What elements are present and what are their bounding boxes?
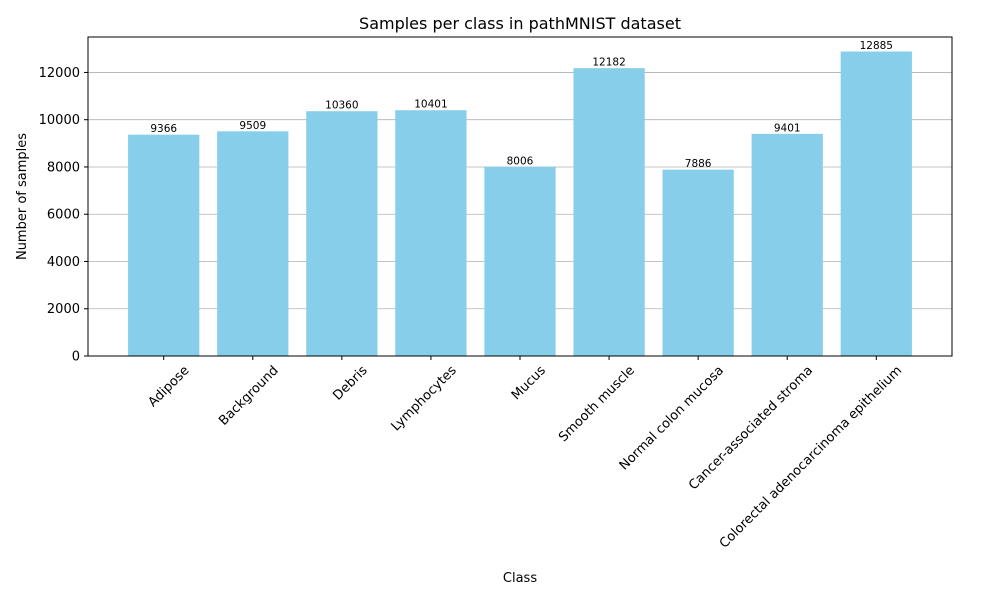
bar bbox=[217, 131, 289, 356]
bar-value-label: 12885 bbox=[860, 40, 893, 52]
x-axis: Adipose Background Debris Lymphocytes Mucus S… bbox=[146, 356, 905, 551]
x-tick-label: Lymphocytes bbox=[389, 363, 460, 434]
bars bbox=[128, 51, 912, 356]
bar bbox=[395, 110, 467, 356]
x-tick-label: Background bbox=[216, 363, 281, 428]
bar-value-label: 7886 bbox=[685, 158, 712, 170]
chart-title: Samples per class in pathMNIST dataset bbox=[359, 14, 681, 33]
bar-value-label: 10401 bbox=[414, 99, 447, 111]
y-tick-label: 10000 bbox=[39, 113, 80, 128]
bar bbox=[484, 166, 556, 356]
y-tick-label: 4000 bbox=[47, 255, 80, 270]
bar bbox=[840, 51, 912, 356]
x-tick-label: Adipose bbox=[146, 363, 193, 410]
y-tick-label: 0 bbox=[72, 350, 80, 365]
bar-value-label: 9401 bbox=[774, 122, 801, 134]
bar bbox=[573, 68, 645, 356]
data-labels: 9366 9509 10360 10401 8006 12182 7886 9401 12885 bbox=[150, 40, 893, 170]
bar-value-label: 9509 bbox=[239, 120, 266, 132]
bar bbox=[128, 134, 200, 356]
y-axis-label: Number of samples bbox=[15, 133, 30, 260]
bar-value-label: 8006 bbox=[507, 155, 534, 167]
x-tick-label: Mucus bbox=[509, 363, 549, 403]
x-axis-label: Class bbox=[503, 571, 537, 586]
x-tick-label: Debris bbox=[330, 363, 370, 403]
bar bbox=[751, 133, 823, 356]
y-tick-label: 2000 bbox=[47, 302, 80, 317]
bar-value-label: 12182 bbox=[592, 57, 625, 69]
bar bbox=[306, 111, 378, 356]
y-tick-label: 12000 bbox=[39, 66, 80, 81]
y-tick-label: 8000 bbox=[47, 160, 80, 175]
bar bbox=[662, 169, 734, 356]
bar-value-label: 9366 bbox=[150, 123, 177, 135]
x-tick-label: Smooth muscle bbox=[556, 363, 638, 445]
bar-value-label: 10360 bbox=[325, 100, 358, 112]
y-tick-label: 6000 bbox=[47, 208, 80, 223]
y-axis: 0 2000 4000 6000 8000 10000 12000 bbox=[39, 66, 88, 365]
x-tick-label: Colorectal adenocarcinoma epithelium bbox=[717, 363, 905, 551]
